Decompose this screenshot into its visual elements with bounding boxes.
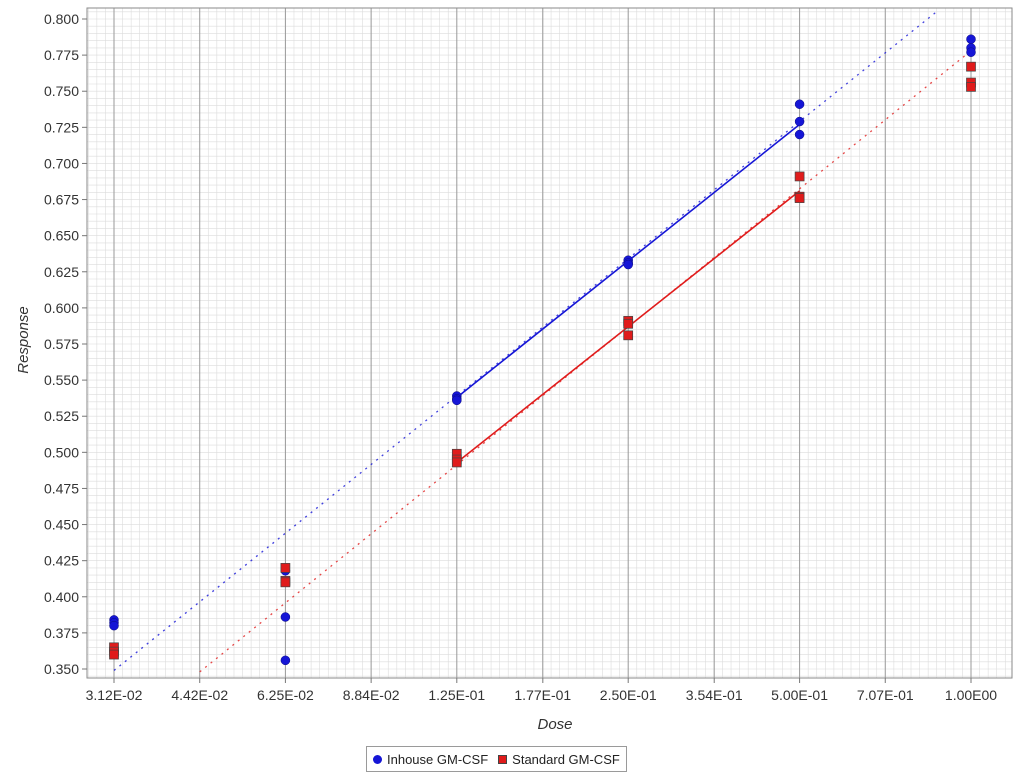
fit-line-dotted-0 bbox=[113, 11, 937, 671]
legend-square-icon bbox=[498, 754, 508, 764]
data-point-standard bbox=[966, 61, 976, 72]
y-tick-label: 0.725 bbox=[44, 119, 79, 135]
data-point-inhouse bbox=[280, 655, 291, 666]
x-tick-label: 2.50E-01 bbox=[600, 687, 657, 703]
x-tick-label: 8.84E-02 bbox=[343, 687, 400, 703]
x-tick-label: 3.12E-02 bbox=[86, 687, 143, 703]
legend-label-standard: Standard GM-CSF bbox=[512, 751, 620, 767]
data-point-inhouse bbox=[280, 612, 291, 622]
x-tick-label: 1.25E-01 bbox=[428, 687, 485, 703]
data-point-inhouse bbox=[452, 395, 462, 406]
y-tick-label: 0.625 bbox=[44, 264, 79, 280]
y-tick-label: 0.450 bbox=[44, 517, 79, 533]
legend-circle-icon bbox=[373, 754, 382, 764]
x-tick-label: 4.42E-02 bbox=[171, 687, 228, 703]
major-grid bbox=[113, 8, 972, 678]
data-point-inhouse bbox=[794, 99, 805, 109]
y-axis-label: Response bbox=[15, 306, 32, 374]
data-point-standard bbox=[794, 193, 805, 203]
data-point-inhouse bbox=[109, 620, 119, 631]
legend-item-inhouse: Inhouse GM-CSF bbox=[373, 752, 488, 767]
legend-label-inhouse: Inhouse GM-CSF bbox=[387, 751, 489, 767]
x-tick-label: 3.54E-01 bbox=[686, 687, 743, 703]
data-point-standard bbox=[109, 649, 119, 660]
y-tick-label: 0.400 bbox=[44, 589, 79, 605]
y-tick-label: 0.475 bbox=[44, 480, 79, 496]
y-tick-label: 0.375 bbox=[44, 625, 79, 641]
x-tick-label: 6.25E-02 bbox=[257, 687, 314, 703]
y-tick-label: 0.550 bbox=[44, 372, 79, 388]
y-tick-label: 0.525 bbox=[44, 408, 79, 424]
y-axis-ticks: 0.350 0.375 0.400 0.425 0.450 0.475 0.500 0.525… bbox=[44, 11, 87, 677]
y-tick-label: 0.750 bbox=[44, 83, 79, 99]
x-tick-label: 5.00E-01 bbox=[771, 687, 828, 703]
data-point-inhouse bbox=[966, 34, 976, 44]
y-tick-label: 0.700 bbox=[44, 155, 79, 171]
minor-grid bbox=[87, 8, 1012, 678]
plot-area bbox=[86, 7, 1013, 679]
data-point-standard bbox=[794, 171, 805, 182]
data-point-standard bbox=[623, 318, 634, 329]
y-tick-label: 0.500 bbox=[44, 444, 79, 460]
data-point-inhouse bbox=[966, 47, 976, 57]
data-point-inhouse bbox=[794, 116, 805, 127]
x-tick-label: 1.77E-01 bbox=[514, 687, 571, 703]
data-point-standard bbox=[451, 457, 462, 468]
data-point-inhouse bbox=[623, 259, 633, 270]
y-tick-label: 0.650 bbox=[44, 228, 79, 244]
data-point-standard bbox=[280, 577, 291, 588]
data-points bbox=[109, 34, 976, 666]
x-tick-label: 7.07E-01 bbox=[857, 687, 914, 703]
data-point-standard bbox=[623, 330, 634, 341]
data-point-standard bbox=[280, 563, 291, 573]
y-tick-label: 0.425 bbox=[44, 553, 79, 569]
y-tick-label: 0.800 bbox=[44, 11, 79, 27]
y-tick-label: 0.575 bbox=[44, 336, 79, 352]
x-tick-label: 1.00E00 bbox=[945, 687, 997, 703]
data-point-inhouse bbox=[794, 129, 805, 140]
y-tick-label: 0.775 bbox=[44, 47, 79, 63]
data-point-standard bbox=[966, 82, 976, 92]
x-axis-label: Dose bbox=[537, 716, 572, 733]
legend-item-standard: Standard GM-CSF bbox=[498, 752, 620, 767]
x-axis-ticks: 3.12E-02 4.42E-02 6.25E-02 8.84E-02 1.25E-01… bbox=[86, 678, 997, 703]
chart-legend: Inhouse GM-CSF Standard GM-CSF bbox=[366, 746, 627, 772]
y-tick-label: 0.600 bbox=[44, 300, 79, 316]
y-tick-label: 0.675 bbox=[44, 192, 79, 208]
y-tick-label: 0.350 bbox=[44, 661, 79, 677]
